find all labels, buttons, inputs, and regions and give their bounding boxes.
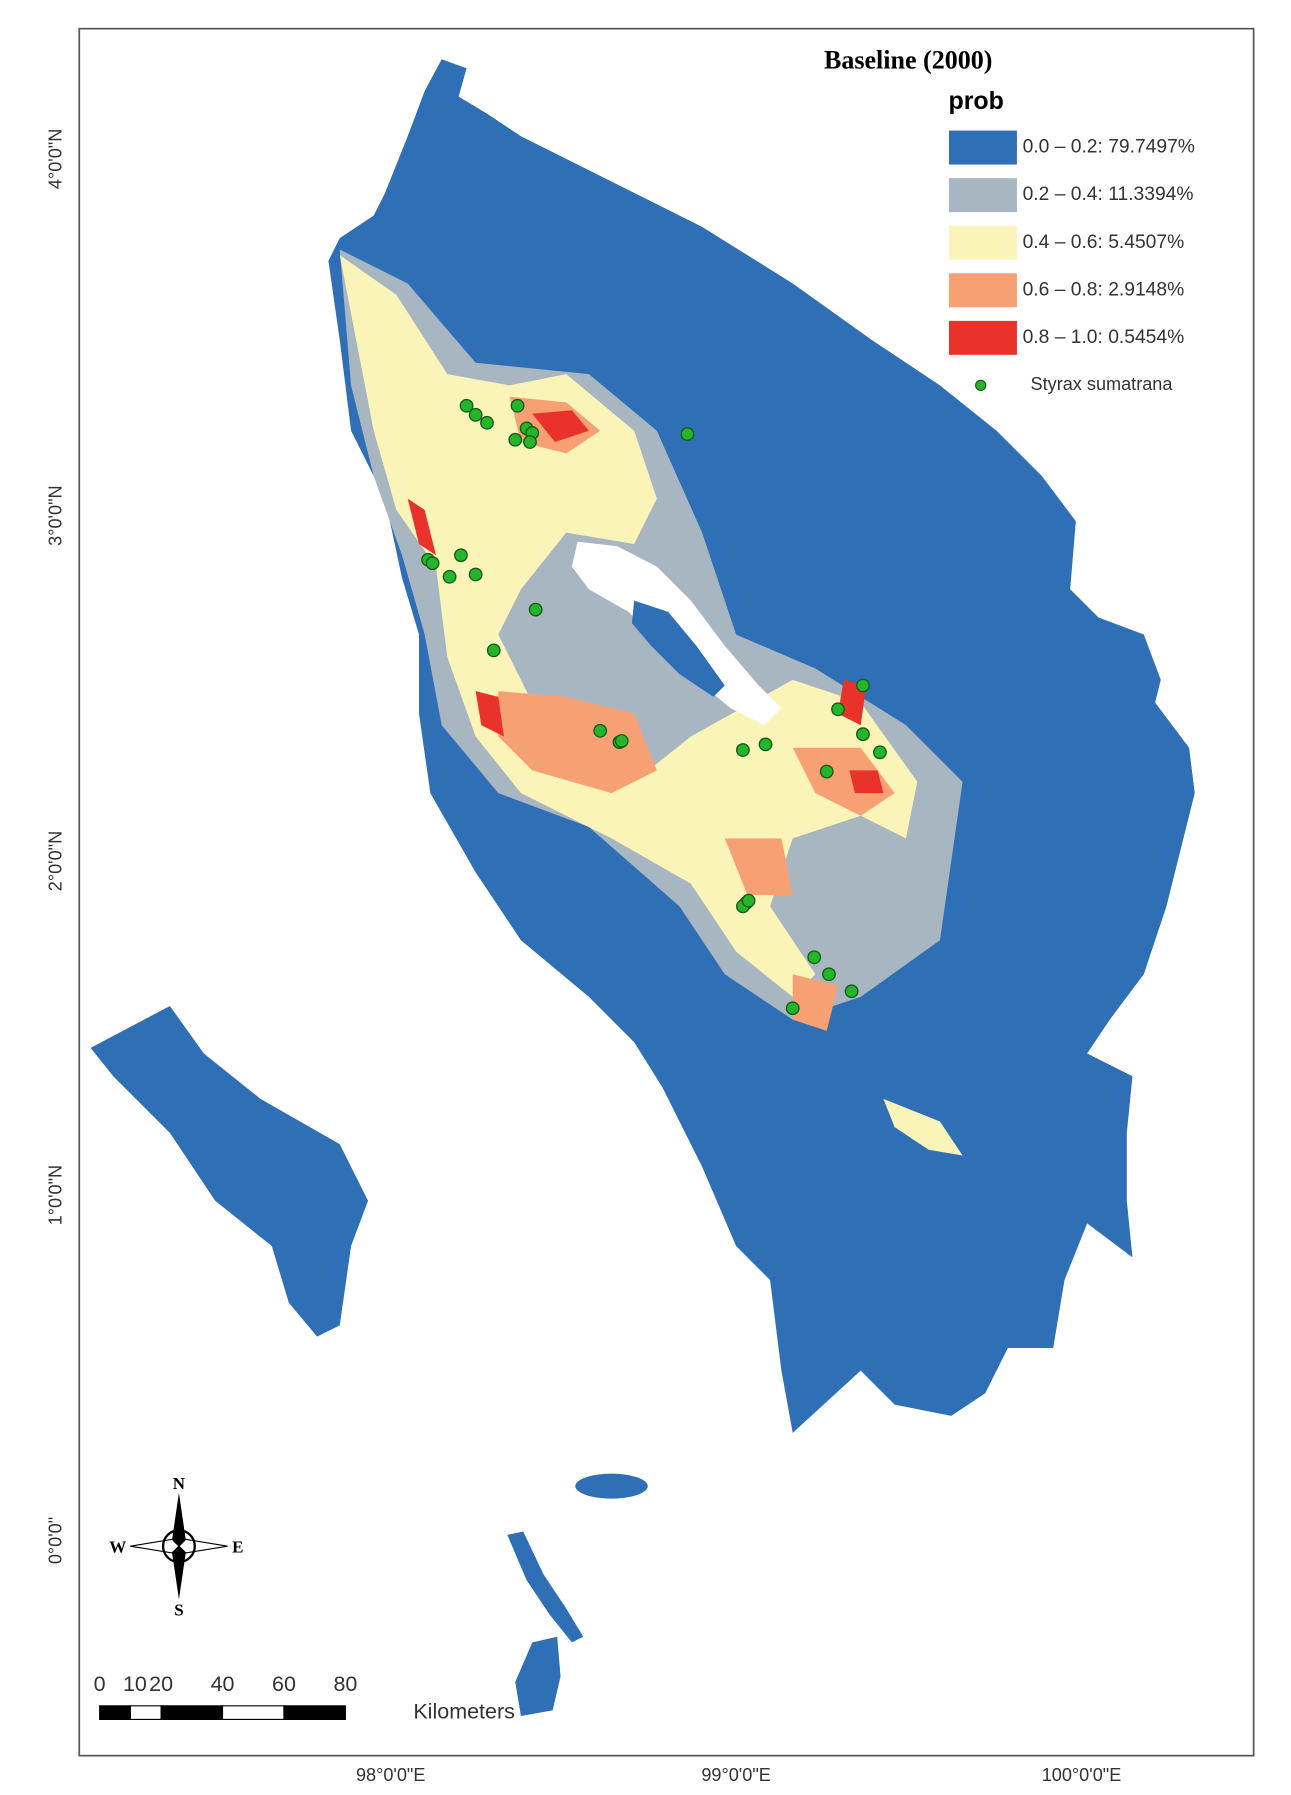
compass-arm [172, 1546, 186, 1600]
occurrence-point [593, 723, 608, 738]
occurrence-point [508, 432, 523, 447]
occurrence-point [856, 678, 870, 693]
occurrence-point [480, 415, 494, 430]
legend-swatch [948, 130, 1017, 165]
samosir-island [631, 600, 725, 697]
legend-swatch [948, 273, 1017, 308]
prob-class-2 [883, 1098, 963, 1156]
legend-items: 0.0 – 0.2: 79.7497% 0.2 – 0.4: 11.3394% 0.… [948, 130, 1195, 355]
scale-segment [129, 1705, 162, 1720]
scale-segment [99, 1705, 131, 1720]
legend-title: prob [949, 87, 1004, 115]
lat-label: 1°0'0"N [45, 1165, 65, 1225]
scale-tick-label: 20 [149, 1672, 173, 1696]
occurrence-point [680, 427, 695, 441]
legend-point-swatch [975, 379, 987, 392]
prob-class-4 [532, 410, 589, 443]
scale-segment [160, 1705, 224, 1720]
legend-swatch [948, 178, 1017, 213]
occurrence-point [785, 1001, 800, 1016]
legend-label: 0.8 – 1.0: 0.5454% [1023, 327, 1185, 348]
prob-class-3 [498, 691, 657, 794]
compass-arm [178, 1538, 228, 1554]
nias-island [90, 1005, 369, 1337]
north-arrow: N E S W [109, 1474, 243, 1620]
legend-swatch [948, 320, 1017, 355]
prob-class-3 [792, 974, 839, 1031]
prob-class-2 [339, 255, 918, 997]
lat-label: 0°0'0" [45, 1517, 65, 1564]
compass-ring [161, 1529, 196, 1564]
occurrence-point [486, 643, 501, 658]
lon-label: 100°0'0"E [1042, 1765, 1122, 1785]
prob-class-3 [724, 838, 793, 895]
occurrence-point [873, 745, 887, 760]
compass-n: N [173, 1474, 186, 1493]
scale-segment [221, 1705, 285, 1720]
scale-tick-label: 60 [272, 1672, 296, 1696]
occurrence-point [822, 967, 836, 982]
lat-labels: 4°0'0"N 3°0'0"N 2°0'0"N 1°0'0"N 0°0'0" [45, 129, 65, 1564]
occurrence-point [442, 569, 457, 584]
occurrence-point [844, 984, 859, 999]
occurrence-point [425, 556, 440, 571]
prob-class-4 [475, 691, 504, 737]
occurrence-points [421, 398, 887, 1016]
legend-label: 0.4 – 0.6: 5.4507% [1023, 232, 1185, 253]
island [575, 1473, 648, 1499]
legend-point-label: Styrax sumatrana [1031, 374, 1174, 394]
occurrence-point [807, 950, 822, 965]
scale-unit: Kilometers [413, 1699, 515, 1723]
lon-label: 98°0'0"E [356, 1765, 426, 1785]
occurrence-point [819, 764, 834, 779]
occurrence-point [454, 548, 468, 563]
prob-class-4 [407, 498, 436, 556]
scale-tick-label: 10 [123, 1672, 147, 1696]
scale-bar: Kilometers 0 10 20 40 60 80 [94, 1672, 515, 1723]
island [515, 1636, 561, 1717]
occurrence-point [831, 702, 845, 717]
lon-label: 99°0'0"E [701, 1765, 771, 1785]
legend-label: 0.6 – 0.8: 2.9148% [1023, 279, 1185, 300]
occurrence-point [468, 407, 483, 422]
occurrence-point [614, 734, 629, 748]
occurrence-point [523, 435, 537, 449]
compass-arm [172, 1492, 186, 1547]
scale-segment [283, 1705, 346, 1720]
occurrence-point [468, 567, 483, 582]
lon-labels: 98°0'0"E 99°0'0"E 100°0'0"E [356, 1765, 1121, 1785]
compass-s: S [174, 1601, 183, 1620]
scale-tick-label: 40 [211, 1672, 235, 1696]
lat-label: 2°0'0"N [45, 831, 65, 891]
scale-tick-label: 0 [94, 1672, 106, 1696]
scale-tick-label: 80 [333, 1672, 357, 1696]
prob-class-4 [849, 770, 884, 794]
occurrence-point [758, 737, 773, 752]
prob-class-3 [792, 747, 895, 816]
legend: Baseline (2000) prob 0.0 – 0.2: 79.7497%… [824, 46, 1195, 395]
map-title: Baseline (2000) [824, 46, 992, 75]
occurrence-point [735, 743, 750, 757]
occurrence-point [856, 727, 870, 742]
occurrence-point [528, 602, 543, 617]
occurrence-point [510, 398, 525, 413]
island [507, 1531, 584, 1643]
legend-label: 0.2 – 0.4: 11.3394% [1023, 184, 1194, 205]
legend-label: 0.0 – 0.2: 79.7497% [1023, 137, 1195, 158]
lat-label: 3°0'0"N [45, 485, 65, 545]
occurrence-point [459, 398, 474, 413]
compass-w: W [109, 1537, 126, 1556]
legend-swatch [948, 225, 1017, 260]
occurrence-point [741, 893, 756, 908]
compass-e: E [232, 1537, 243, 1556]
lat-label: 4°0'0"N [45, 129, 65, 189]
